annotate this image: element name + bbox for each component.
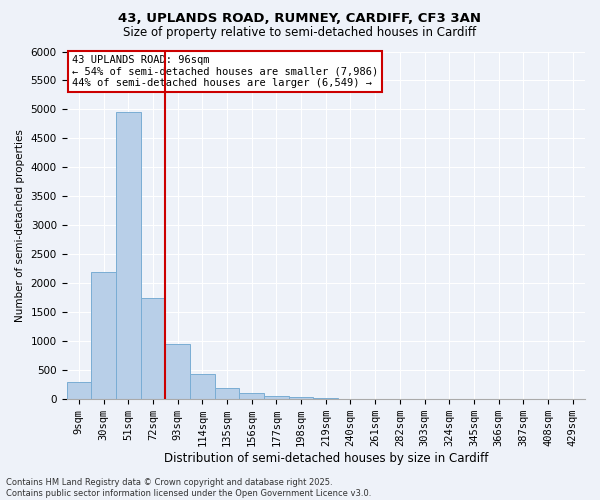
Bar: [313, 398, 338, 399]
Bar: [165, 344, 190, 399]
Bar: [239, 393, 264, 399]
Bar: [215, 388, 239, 399]
Bar: [190, 374, 215, 399]
Bar: [264, 396, 289, 399]
X-axis label: Distribution of semi-detached houses by size in Cardiff: Distribution of semi-detached houses by …: [164, 452, 488, 465]
Bar: [140, 298, 165, 399]
Text: 43, UPLANDS ROAD, RUMNEY, CARDIFF, CF3 3AN: 43, UPLANDS ROAD, RUMNEY, CARDIFF, CF3 3…: [119, 12, 482, 26]
Text: Size of property relative to semi-detached houses in Cardiff: Size of property relative to semi-detach…: [124, 26, 476, 39]
Bar: [116, 112, 140, 399]
Text: 43 UPLANDS ROAD: 96sqm
← 54% of semi-detached houses are smaller (7,986)
44% of : 43 UPLANDS ROAD: 96sqm ← 54% of semi-det…: [72, 55, 378, 88]
Bar: [289, 397, 313, 399]
Text: Contains HM Land Registry data © Crown copyright and database right 2025.
Contai: Contains HM Land Registry data © Crown c…: [6, 478, 371, 498]
Bar: [67, 382, 91, 399]
Bar: [338, 398, 363, 399]
Bar: [91, 272, 116, 399]
Y-axis label: Number of semi-detached properties: Number of semi-detached properties: [15, 129, 25, 322]
